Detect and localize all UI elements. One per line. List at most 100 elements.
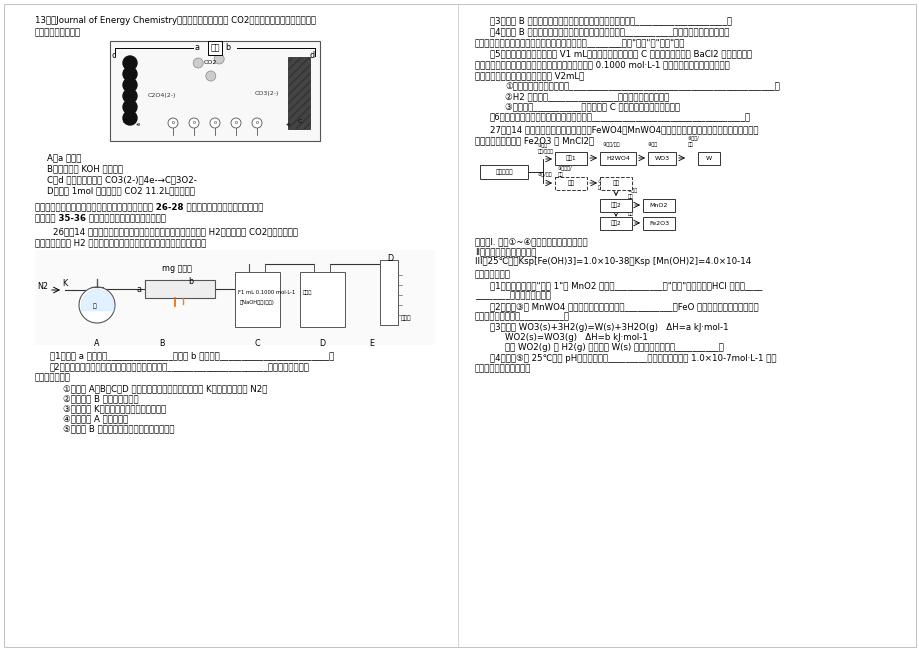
Circle shape: [188, 118, 199, 128]
Circle shape: [123, 67, 137, 81]
Text: 水: 水: [93, 303, 96, 309]
Text: CO3(2-): CO3(2-): [255, 90, 279, 96]
Text: 在实验室中模拟 H2 的工业生产过程并测定其产率，实验装置如下所示。: 在实验室中模拟 H2 的工业生产过程并测定其产率，实验装置如下所示。: [35, 238, 206, 247]
Text: II．常温下钨酸难溶于水；: II．常温下钨酸难溶于水；: [474, 247, 536, 256]
Bar: [35, 250, 435, 345]
Text: H2WO4: H2WO4: [606, 156, 630, 161]
Text: mg 木炭粉: mg 木炭粉: [162, 264, 192, 273]
Text: ①向装置 A、B、C、D 中分别加入相应试剂，打开活塞 K，通入一段时间 N2。: ①向装置 A、B、C、D 中分别加入相应试剂，打开活塞 K，通入一段时间 N2。: [62, 384, 267, 393]
Text: （1）上述流程中的"滤液 1"除 MnO2 外还有___________、"气体"除水蒸气、HCl 外还有____: （1）上述流程中的"滤液 1"除 MnO2 外还有___________、"气体…: [490, 281, 762, 290]
Circle shape: [123, 78, 137, 92]
Text: 流程同时获取副产品 Fe2O3 和 MnCl2。: 流程同时获取副产品 Fe2O3 和 MnCl2。: [474, 136, 594, 145]
Text: （2）过程③中 MnWO4 参与反应的化学方程式为___________；FeO 参与的反应中氧化剂与还原: （2）过程③中 MnWO4 参与反应的化学方程式为___________；FeO…: [490, 302, 758, 311]
Text: 滤渣2: 滤渣2: [610, 221, 620, 227]
Bar: [642, 217, 675, 230]
Text: ②加热装置 B 处硬质玻璃管。: ②加热装置 B 处硬质玻璃管。: [62, 394, 139, 403]
Text: （2）实验步骤：连接好装置，检查装置的气密性；_______________________（按顺序填入下列: （2）实验步骤：连接好装置，检查装置的气密性；_________________…: [50, 362, 310, 371]
Text: 量气管: 量气管: [401, 315, 411, 320]
Text: （5）实验后所得气体体积为 V1 mL（标准状况）；取装置 C 中液体，加入足量 BaCl2 溶液，过滤、: （5）实验后所得气体体积为 V1 mL（标准状况）；取装置 C 中液体，加入足量…: [490, 49, 752, 58]
Text: 洗涤，将滤液和洗涤液合并，以甲基橙为指示剂，用 0.1000 mol·L-1 的盐酸标准溶液滴定，达到滴: 洗涤，将滤液和洗涤液合并，以甲基橙为指示剂，用 0.1000 mol·L-1 的…: [474, 60, 729, 69]
Text: b: b: [187, 277, 193, 286]
Text: o: o: [255, 120, 258, 126]
Text: o: o: [234, 120, 237, 126]
Text: o: o: [213, 120, 216, 126]
Text: ⑤待装置 B 处木炭粉完全反应后，停止加热。: ⑤待装置 B 处木炭粉完全反应后，停止加热。: [62, 424, 175, 433]
Circle shape: [193, 58, 203, 68]
Text: 作答。第 35-36 题为选考题，考生根据要求作答。: 作答。第 35-36 题为选考题，考生根据要求作答。: [35, 213, 165, 222]
Text: ②水/过滤: ②水/过滤: [538, 172, 552, 177]
Text: ③还可通过___________，得出装置 C 中所吸收产物的物质的量。: ③还可通过___________，得出装置 C 中所吸收产物的物质的量。: [505, 102, 679, 111]
Text: 气体: 气体: [567, 181, 573, 186]
Text: C2O4(2-): C2O4(2-): [148, 94, 176, 98]
Text: 溶液: 溶液: [612, 181, 618, 186]
Text: （4）读取 B 气管读数时，应注意的事项为冷却至室温、___________、视线与刻液面最低点相: （4）读取 B 气管读数时，应注意的事项为冷却至室温、___________、视…: [490, 27, 729, 36]
Circle shape: [168, 118, 177, 128]
Text: 列有关说法正确的是: 列有关说法正确的是: [35, 28, 81, 37]
Bar: [642, 199, 675, 212]
Text: （3）已知 WO3(s)+3H2(g)=W(s)+3H2O(g)   ΔH=a kJ·mol-1: （3）已知 WO3(s)+3H2(g)=W(s)+3H2O(g) ΔH=a kJ…: [490, 323, 728, 332]
Text: N2: N2: [37, 282, 48, 291]
Text: MnO2: MnO2: [649, 203, 667, 208]
Circle shape: [206, 71, 216, 81]
Circle shape: [214, 54, 224, 64]
Text: CO2: CO2: [204, 61, 217, 66]
Text: 26．（14 分）工业上用木炭粉和水蒸气在高温条件下反应制取 H2，同时生成 CO2。某学习小组: 26．（14 分）工业上用木炭粉和水蒸气在高温条件下反应制取 H2，同时生成 C…: [53, 227, 298, 236]
Text: ③亚盐酸/
矿扬: ③亚盐酸/ 矿扬: [558, 166, 572, 177]
Text: ③酸析/过滤: ③酸析/过滤: [602, 142, 619, 147]
Bar: [599, 177, 631, 190]
Text: 目答下列问题：: 目答下列问题：: [474, 270, 510, 279]
Bar: [599, 217, 631, 230]
Bar: [599, 152, 635, 165]
Text: b: b: [225, 43, 230, 52]
Text: 电源: 电源: [210, 44, 220, 53]
Circle shape: [252, 118, 262, 128]
Text: 剂的物质的量之比为__________；: 剂的物质的量之比为__________；: [474, 312, 570, 321]
Bar: [145, 280, 215, 298]
Text: ⑥加热
氧化: ⑥加热 氧化: [628, 187, 638, 199]
Text: 27．（14 分）工业上，从精制黑钨矿（FeWO4、MnWO4）中提取金属钨的一种流程如下图所示，该: 27．（14 分）工业上，从精制黑钨矿（FeWO4、MnWO4）中提取金属钨的一…: [490, 125, 757, 134]
Bar: [554, 177, 586, 190]
Circle shape: [123, 56, 137, 70]
Text: D: D: [387, 254, 392, 263]
Text: ①达到滴定终点时的现象为_______________________________________________。: ①达到滴定终点时的现象为____________________________…: [505, 82, 779, 91]
Circle shape: [123, 89, 137, 103]
Text: 的NaOH溶液(定量): 的NaOH溶液(定量): [240, 300, 275, 305]
Text: ②H2 的产率为________________（列出代数式即可）。: ②H2 的产率为________________（列出代数式即可）。: [505, 92, 668, 101]
Text: C: C: [298, 119, 301, 124]
Text: ⑦调pH/
过滤: ⑦调pH/ 过滤: [597, 179, 613, 190]
Text: 灼烧: 灼烧: [628, 211, 633, 216]
Text: ④加热: ④加热: [647, 142, 657, 147]
Text: A: A: [94, 339, 99, 348]
Polygon shape: [79, 287, 115, 323]
Text: ③关闭活塞 K，连接盛有适量水的量气管。: ③关闭活塞 K，连接盛有适量水的量气管。: [62, 404, 166, 413]
Bar: [300, 272, 345, 327]
Text: ①空气
氧化/碱处理: ①空气 氧化/碱处理: [538, 143, 553, 154]
Text: 精制黑钨矿: 精制黑钨矿: [494, 169, 512, 175]
Text: 写出 WO2(g) 与 H2(g) 反应生成 W(s) 的热化学方程式：__________；: 写出 WO2(g) 与 H2(g) 反应生成 W(s) 的热化学方程式：____…: [505, 343, 723, 352]
Text: ________（均填化学式）；: ________（均填化学式）；: [474, 291, 550, 300]
Text: 已知：I. 过程①~④中，钨的化合价均不变；: 已知：I. 过程①~④中，钨的化合价均不变；: [474, 237, 587, 246]
Text: D: D: [122, 119, 128, 124]
Text: -e: -e: [285, 122, 290, 127]
Text: a: a: [137, 285, 142, 294]
Text: 滤液2: 滤液2: [610, 202, 620, 208]
Text: C．d 极电极反应式为 CO3(2-)＋4e-→C＋3O2-: C．d 极电极反应式为 CO3(2-)＋4e-→C＋3O2-: [47, 175, 197, 184]
Bar: [234, 272, 279, 327]
Text: d: d: [310, 51, 315, 60]
Text: 稀硫酸: 稀硫酸: [302, 290, 312, 295]
Text: （3）装置 B 处硬质玻璃管中发生的所有反应的化学方程式为_____________________。: （3）装置 B 处硬质玻璃管中发生的所有反应的化学方程式为___________…: [490, 16, 732, 25]
Text: B．熔盐可用 KOH 溶液代替: B．熔盐可用 KOH 溶液代替: [47, 164, 123, 173]
Bar: [288, 57, 310, 129]
Bar: [554, 152, 586, 165]
Bar: [647, 152, 675, 165]
Bar: [380, 260, 398, 325]
Text: -e: -e: [135, 122, 141, 127]
Circle shape: [123, 100, 137, 114]
Text: C: C: [255, 339, 260, 348]
Text: o: o: [192, 120, 196, 126]
Bar: [110, 41, 320, 141]
Text: Fe2O3: Fe2O3: [648, 221, 668, 226]
Text: WO2(s)=WO3(g)   ΔH=b kJ·mol-1: WO2(s)=WO3(g) ΔH=b kJ·mol-1: [505, 333, 647, 342]
Text: A．a 为负极: A．a 为负极: [47, 153, 81, 162]
Circle shape: [231, 118, 241, 128]
